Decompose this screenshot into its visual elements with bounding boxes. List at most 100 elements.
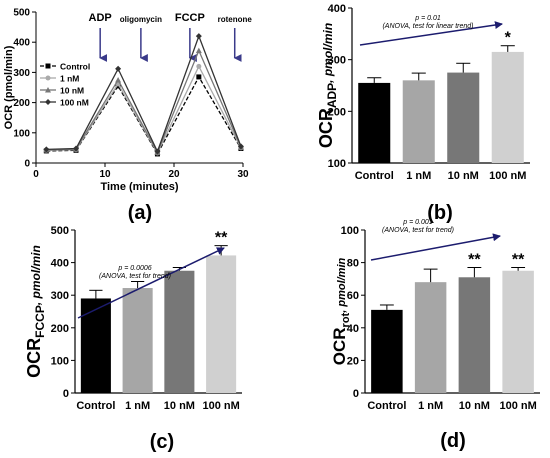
annotation-label: rotenone <box>218 15 253 24</box>
x-tick-label: 10 nM <box>164 400 195 412</box>
x-tick-label: 100 nM <box>202 400 239 412</box>
y-tick-label: 100 <box>328 158 346 170</box>
significance-stars: ** <box>468 251 481 268</box>
y-tick-label: 400 <box>328 3 346 15</box>
annotation-label: oligomycin <box>120 15 162 24</box>
y-tick-label: 300 <box>51 290 69 302</box>
trend-arrow <box>370 233 501 261</box>
panel-c: 0 100 200 300 400 500 Control 1 nM 10 nM ** 100 nM… <box>24 225 242 453</box>
data-point <box>196 63 202 69</box>
y-tick-label: 300 <box>13 68 30 79</box>
legend-marker <box>45 75 51 81</box>
y-tick-label: 500 <box>13 8 30 19</box>
x-axis-label: Time (minutes) <box>100 181 178 193</box>
y-tick-label: 0 <box>353 388 359 400</box>
trend-p-value: p = 0.01 <box>414 15 441 22</box>
panel-b: 100 200 300 400 Control 1 nM 10 nM * 100 nM p = 0… <box>316 3 530 224</box>
legend-label: Control <box>60 62 90 72</box>
trend-test-label: (ANOVA, test for trend) <box>99 273 171 280</box>
data-point <box>195 33 202 40</box>
y-tick-label: 400 <box>13 38 30 49</box>
data-point <box>154 148 161 155</box>
x-tick-label: 100 nM <box>489 170 526 182</box>
x-tick-label: 30 <box>237 169 249 180</box>
trend-test-label: (ANOVA, test for trend) <box>382 227 454 234</box>
bar <box>458 277 491 393</box>
y-tick-label: 200 <box>51 323 69 335</box>
panel-label: (d) <box>440 430 466 452</box>
y-axis-label-unit: , pmol/min <box>29 245 43 306</box>
legend-label: 100 nM <box>60 98 89 108</box>
legend-marker <box>45 63 51 69</box>
panel-label: (b) <box>427 202 453 224</box>
x-tick-label: 20 <box>168 169 180 180</box>
panel-label: (c) <box>150 431 174 453</box>
y-tick-label: 100 <box>13 128 30 139</box>
annotation-label: FCCP <box>175 12 205 24</box>
trend-p-value: p = 0.001 <box>402 219 432 226</box>
x-tick-label: 1 nM <box>125 400 150 412</box>
data-point <box>73 145 80 152</box>
legend-label: 10 nM <box>60 86 84 96</box>
bar <box>80 298 111 393</box>
legend-marker <box>45 99 51 105</box>
trend-p-value: p = 0.0006 <box>117 265 151 272</box>
panel-a: 0 100 200 300 400 500 0 10 20 30 Time (minutes) OCR… <box>3 8 252 225</box>
x-tick-label: 100 nM <box>499 400 536 412</box>
x-tick-label: 1 nM <box>406 170 431 182</box>
y-tick-label: 80 <box>347 258 359 270</box>
y-axis-label-main: OCR <box>24 338 44 378</box>
annotation-label: ADP <box>89 12 112 24</box>
panel-d: 0 20 40 60 80 100 Control 1 nM ** 10 nM ** 100 nM p … <box>330 219 540 452</box>
bar <box>502 270 534 393</box>
legend-marker <box>45 87 51 93</box>
y-tick-label: 300 <box>328 55 346 67</box>
y-axis-label-subscript: rot <box>340 312 352 327</box>
trend-arrow <box>359 21 503 46</box>
data-point <box>115 65 122 72</box>
x-tick-label: Control <box>355 170 394 182</box>
y-axis-label-unit: , pmol/min <box>336 257 348 313</box>
legend-label: 1 nM <box>60 74 79 84</box>
y-tick-label: 20 <box>347 355 359 367</box>
y-axis-label-main: OCR <box>330 327 349 365</box>
y-tick-label: 40 <box>347 323 359 335</box>
x-tick-label: 10 nM <box>448 170 479 182</box>
y-axis-label-subscript: ADP <box>325 83 339 108</box>
y-tick-label: 500 <box>51 225 69 237</box>
data-point <box>196 74 202 80</box>
y-tick-label: 100 <box>341 225 359 237</box>
y-tick-label: 0 <box>63 388 69 400</box>
trend-test-label: (ANOVA, test for linear trend) <box>382 23 473 30</box>
trend-arrow <box>77 247 225 319</box>
bar <box>122 288 153 393</box>
y-tick-label: 200 <box>328 106 346 118</box>
y-axis-label-unit: , pmol/min <box>321 23 335 84</box>
y-axis-label: OCRFCCP, pmol/min <box>24 245 47 378</box>
bar <box>447 72 480 163</box>
y-axis-label: OCRADP, pmol/min <box>316 23 339 148</box>
y-tick-label: 0 <box>24 159 30 170</box>
bar <box>491 51 524 163</box>
y-tick-label: 100 <box>51 355 69 367</box>
bar <box>358 82 391 163</box>
x-tick-label: Control <box>76 400 115 412</box>
significance-stars: ** <box>215 230 228 247</box>
y-tick-label: 60 <box>347 290 359 302</box>
x-tick-label: 1 nM <box>418 400 443 412</box>
y-axis-label-subscript: FCCP <box>33 305 47 338</box>
significance-stars: * <box>505 30 512 47</box>
bar <box>402 80 435 163</box>
data-point <box>237 143 244 150</box>
bar <box>206 255 237 393</box>
y-axis-label: OCR (pmol/min) <box>3 45 15 129</box>
y-axis-label-main: OCR <box>316 108 336 148</box>
significance-stars: ** <box>512 251 525 268</box>
data-point <box>115 76 122 83</box>
y-tick-label: 200 <box>13 98 30 109</box>
x-tick-label: 0 <box>33 169 39 180</box>
y-tick-label: 400 <box>51 258 69 270</box>
bar <box>414 282 447 393</box>
series-line <box>46 34 242 154</box>
